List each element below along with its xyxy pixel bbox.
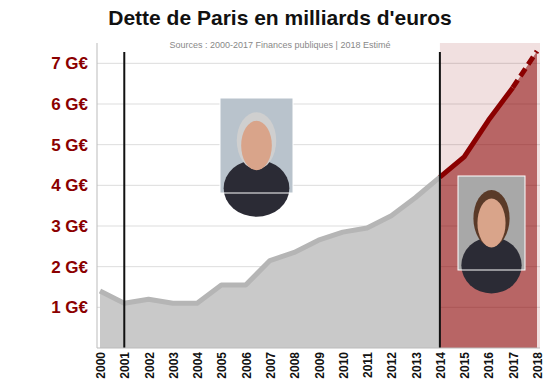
x-tick-label: 2003 xyxy=(167,352,181,379)
vertical-line xyxy=(439,52,441,348)
y-tick-label: 2 G€ xyxy=(51,258,88,277)
y-tick-label: 4 G€ xyxy=(51,176,88,195)
x-tick-label: 2018 xyxy=(531,352,545,379)
x-tick-label: 2000 xyxy=(94,352,108,379)
portrait-face xyxy=(477,199,505,248)
vertical-line xyxy=(123,52,125,348)
y-tick-label: 7 G€ xyxy=(51,54,88,73)
y-tick-label: 5 G€ xyxy=(51,136,88,155)
x-tick-label: 2001 xyxy=(118,352,132,379)
x-tick-label: 2002 xyxy=(143,352,157,379)
x-axis xyxy=(97,348,540,349)
x-tick-label: 2005 xyxy=(215,352,229,379)
chart-wrap: 1 G€ 2 G€ 3 G€ 4 G€ 5 G€ 6 G€ 7 G€ 2000 2001 2002… xyxy=(0,0,560,392)
title: Dette de Paris en milliards d'euros xyxy=(108,6,451,29)
y-tick-label: 1 G€ xyxy=(51,298,88,317)
portrait-hair xyxy=(473,190,509,246)
plot xyxy=(100,43,540,348)
x-tick-label: 2008 xyxy=(288,352,302,379)
y-tick-label: 6 G€ xyxy=(51,95,88,114)
x-tick-label: 2011 xyxy=(361,352,375,378)
x-tick-label: 2007 xyxy=(264,352,278,379)
x-tick-label: 2014 xyxy=(434,352,448,379)
line-after xyxy=(440,88,513,177)
portrait-face xyxy=(241,121,272,170)
x-tick-label: 2012 xyxy=(385,352,399,379)
x-tick-label: 2009 xyxy=(313,352,327,379)
x-tick-label: 2006 xyxy=(240,352,254,379)
portrait-frame xyxy=(220,98,293,193)
highlight-band xyxy=(440,43,540,348)
x-tick-label: 2015 xyxy=(458,352,472,379)
y-axis xyxy=(97,43,98,348)
x-tick-label: 2016 xyxy=(482,352,496,379)
x-tick-label: 2004 xyxy=(191,352,205,379)
chart: 1 G€ 2 G€ 3 G€ 4 G€ 5 G€ 6 G€ 7 G€ 2000 2001 2002… xyxy=(0,0,560,392)
portrait xyxy=(458,176,525,294)
portrait xyxy=(220,98,293,217)
subtitle: Sources : 2000-2017 Finances publiques |… xyxy=(170,40,391,50)
x-tick-label: 2013 xyxy=(410,352,424,379)
line-estimated xyxy=(513,51,537,88)
portrait-hair xyxy=(237,112,276,169)
x-tick-label: 2010 xyxy=(337,352,351,379)
x-tick-label: 2017 xyxy=(507,352,521,379)
y-tick-label: 3 G€ xyxy=(51,217,88,236)
portrait-frame xyxy=(458,176,525,270)
